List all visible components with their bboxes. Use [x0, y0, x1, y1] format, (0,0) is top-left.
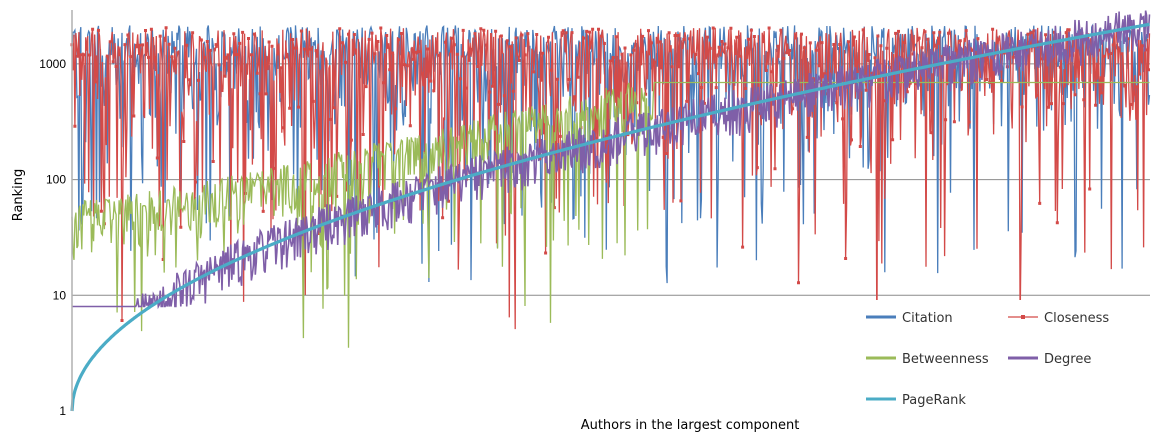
legend-marker-closeness	[1021, 315, 1025, 319]
legend-item-pagerank: PageRank	[866, 393, 966, 408]
legend-label-pagerank: PageRank	[902, 393, 966, 408]
legend-background	[858, 300, 1150, 410]
legend-item-degree: Degree	[1008, 352, 1091, 367]
legend-label-betweenness: Betweenness	[902, 352, 989, 367]
legend-label-citation: Citation	[902, 311, 953, 326]
legend-label-closeness: Closeness	[1044, 311, 1109, 326]
y-axis: 1 10 100 1000	[39, 10, 73, 418]
y-tick-label: 1	[59, 404, 66, 418]
series-betweenness	[71, 81, 1150, 348]
series-pagerank	[70, 22, 1150, 412]
legend-label-degree: Degree	[1044, 352, 1091, 367]
series-line-degree	[72, 10, 1151, 310]
legend-item-closeness: Closeness	[1008, 311, 1109, 326]
y-axis-title: Ranking	[11, 169, 26, 222]
y-tick-label: 10	[53, 288, 67, 302]
series-degree	[72, 10, 1151, 310]
x-axis-title: Authors in the largest component	[581, 418, 800, 433]
series-line-pagerank	[70, 22, 1150, 412]
series-line-betweenness	[71, 81, 1150, 348]
series-layer	[70, 10, 1151, 412]
legend-item-betweenness: Betweenness	[866, 352, 989, 367]
y-tick-label: 100	[46, 173, 66, 187]
legend-item-citation: Citation	[866, 311, 953, 326]
y-tick-label: 1000	[39, 57, 66, 71]
legend: Citation Closeness Betweenness Degree PageRa…	[858, 300, 1150, 410]
